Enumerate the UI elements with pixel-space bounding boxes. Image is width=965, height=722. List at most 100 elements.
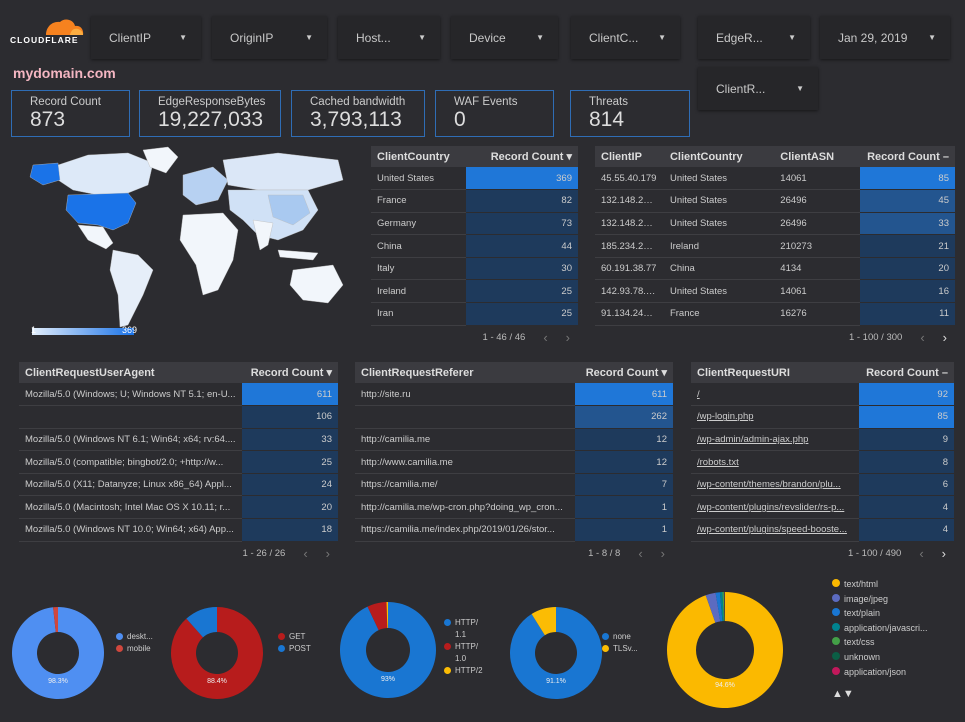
prev-page-icon[interactable]: ‹	[543, 330, 548, 346]
table-row[interactable]: /wp-login.php 85	[691, 405, 954, 429]
donut-slice[interactable]	[705, 592, 721, 623]
table-row[interactable]: Ireland 25	[371, 279, 578, 304]
donut-slice[interactable]	[386, 602, 388, 629]
table-row[interactable]: http://site.ru 611	[355, 383, 673, 407]
table-row[interactable]: /wp-content/themes/brandon/plu... 6	[691, 473, 954, 497]
table-row[interactable]: /wp-content/plugins/revslider/rs-p... 4	[691, 495, 954, 520]
donut-slice[interactable]	[340, 602, 436, 698]
donut-chart[interactable]	[667, 592, 783, 708]
donut-slice[interactable]	[719, 592, 724, 622]
legend-item[interactable]: text/css	[832, 635, 952, 650]
column-header[interactable]: Record Count –	[859, 362, 954, 383]
filter-dropdown[interactable]: ClientR... ▼	[698, 67, 818, 110]
filter-dropdown[interactable]: OriginIP ▼	[212, 16, 327, 59]
column-header[interactable]: ClientRequestUserAgent	[19, 362, 242, 383]
prev-page-icon[interactable]: ‹	[303, 546, 308, 562]
legend-item[interactable]: image/jpeg	[832, 592, 952, 607]
next-page-icon[interactable]: ›	[942, 330, 947, 346]
filter-dropdown[interactable]: Jan 29, 2019 ▼	[820, 16, 950, 59]
table-row[interactable]: Mozilla/5.0 (Macintosh; Intel Mac OS X 1…	[19, 495, 338, 520]
filter-dropdown[interactable]: EdgeR... ▼	[698, 16, 810, 59]
donut-slice[interactable]	[53, 607, 58, 633]
legend-item[interactable]: TLSv...	[602, 643, 638, 655]
legend-item[interactable]: text/html	[832, 577, 952, 592]
table-row[interactable]: 185.234.219.70 Ireland 210273 21	[595, 234, 955, 258]
next-page-icon[interactable]: ›	[325, 546, 330, 562]
next-page-icon[interactable]: ›	[565, 330, 570, 346]
legend-item[interactable]: HTTP/2	[444, 665, 483, 677]
prev-page-icon[interactable]: ‹	[919, 546, 924, 562]
legend-item[interactable]: none	[602, 631, 638, 643]
table-row[interactable]: http://www.camilia.me 12	[355, 450, 673, 474]
world-map[interactable]: 1 369	[18, 145, 353, 345]
table-row[interactable]: Mozilla/5.0 (X11; Datanyze; Linux x86_64…	[19, 473, 338, 497]
legend-item[interactable]: HTTP/ 1.0	[444, 641, 480, 665]
table-row[interactable]: /wp-admin/admin-ajax.php 9	[691, 428, 954, 452]
donut-slice[interactable]	[12, 607, 104, 699]
table-row[interactable]: /robots.txt 8	[691, 450, 954, 474]
donut-slice[interactable]	[510, 607, 602, 699]
legend-item[interactable]: GET	[278, 631, 314, 643]
legend-item[interactable]: POST	[278, 643, 314, 655]
table-row[interactable]: 91.134.248.235 France 16276 11	[595, 302, 955, 326]
table-row[interactable]: https://camilia.me/index.php/2019/01/26/…	[355, 518, 673, 542]
legend-item[interactable]: application/javascri...	[832, 621, 952, 636]
legend-item[interactable]: unknown	[832, 650, 952, 665]
table-row[interactable]: Mozilla/5.0 (Windows NT 10.0; Win64; x64…	[19, 518, 338, 542]
donut-slice[interactable]	[531, 607, 556, 636]
table-row[interactable]: Iran 25	[371, 302, 578, 326]
next-page-icon[interactable]: ›	[941, 546, 946, 562]
legend-item[interactable]: HTTP/ 1.1	[444, 617, 480, 641]
column-header[interactable]: Record Count ▾	[466, 146, 578, 167]
column-header[interactable]: Record Count ▾	[242, 362, 338, 383]
table-row[interactable]: Italy 30	[371, 257, 578, 281]
donut-slice[interactable]	[367, 602, 388, 631]
donut-slice[interactable]	[722, 592, 725, 622]
table-row[interactable]: Mozilla/5.0 (Windows; U; Windows NT 5.1;…	[19, 383, 338, 407]
prev-page-icon[interactable]: ‹	[638, 546, 643, 562]
table-row[interactable]: 106	[19, 405, 338, 429]
table-row[interactable]: http://camilia.me/wp-cron.php?doing_wp_c…	[355, 495, 673, 520]
table-row[interactable]: 60.191.38.77 China 4134 20	[595, 257, 955, 281]
donut-slice[interactable]	[715, 592, 723, 622]
table-row[interactable]: 262	[355, 405, 673, 429]
legend-item[interactable]: mobile	[116, 643, 152, 655]
next-page-icon[interactable]: ›	[660, 546, 665, 562]
table-row[interactable]: Mozilla/5.0 (compatible; bingbot/2.0; +h…	[19, 450, 338, 474]
prev-page-icon[interactable]: ‹	[920, 330, 925, 346]
legend-pager-arrows[interactable]: ▲▼	[832, 688, 854, 701]
table-row[interactable]: /wp-content/plugins/speed-booste... 4	[691, 518, 954, 542]
filter-dropdown[interactable]: Host... ▼	[338, 16, 440, 59]
donut-slice[interactable]	[186, 607, 217, 638]
table-row[interactable]: https://camilia.me/7	[355, 473, 673, 497]
donut-chart[interactable]	[171, 607, 263, 699]
donut-chart[interactable]	[340, 602, 436, 698]
donut-chart[interactable]	[510, 607, 602, 699]
legend-item[interactable]: application/json	[832, 665, 952, 680]
donut-slice[interactable]	[667, 592, 783, 708]
donut-slice[interactable]	[171, 607, 263, 699]
donut-chart[interactable]	[12, 607, 104, 699]
table-row[interactable]: France 82	[371, 189, 578, 213]
column-header[interactable]: Record Count –	[860, 146, 955, 167]
table-row[interactable]: Germany 73	[371, 212, 578, 236]
table-row[interactable]: United States 369	[371, 167, 578, 191]
table-row[interactable]: 142.93.78.238 United States 14061 16	[595, 279, 955, 304]
table-row[interactable]: China 44	[371, 234, 578, 258]
legend-item[interactable]: deskt...	[116, 631, 153, 643]
filter-dropdown[interactable]: Device ▼	[451, 16, 558, 59]
column-header[interactable]: ClientIP	[595, 146, 664, 167]
column-header[interactable]: ClientCountry	[371, 146, 466, 167]
donut-slice[interactable]	[723, 592, 725, 622]
table-row[interactable]: http://camilia.me 12	[355, 428, 673, 452]
column-header[interactable]: ClientRequestReferer	[355, 362, 575, 383]
column-header[interactable]: ClientRequestURI	[691, 362, 859, 383]
legend-item[interactable]: text/plain	[832, 606, 952, 621]
filter-dropdown[interactable]: ClientIP ▼	[91, 16, 201, 59]
table-row[interactable]: Mozilla/5.0 (Windows NT 6.1; Win64; x64;…	[19, 428, 338, 452]
table-row[interactable]: 45.55.40.179 United States 14061 85	[595, 167, 955, 191]
column-header[interactable]: ClientCountry	[663, 146, 775, 167]
column-header[interactable]: ClientASN	[774, 146, 860, 167]
